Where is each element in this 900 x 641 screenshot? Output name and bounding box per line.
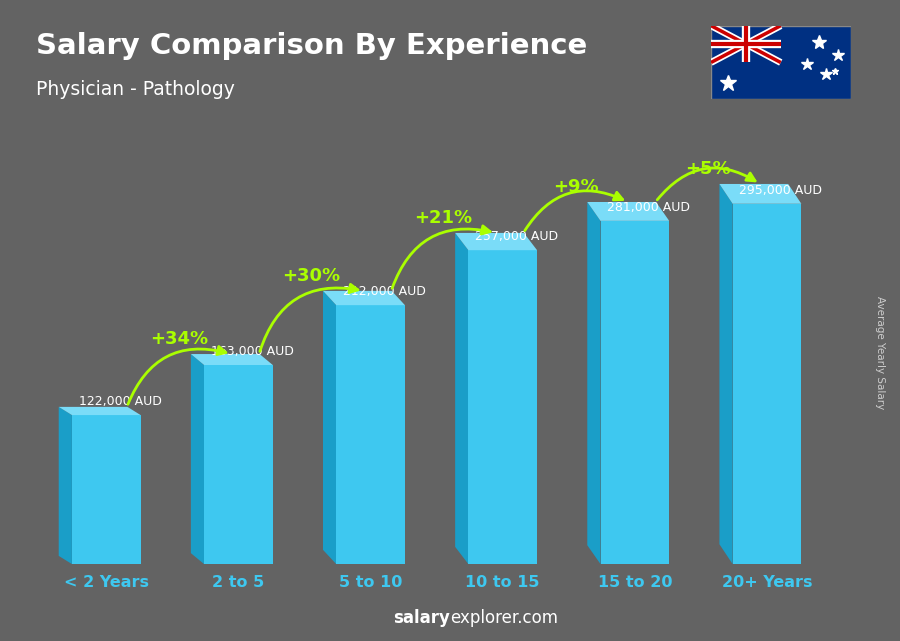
Bar	[733, 204, 801, 564]
Text: +5%: +5%	[685, 160, 731, 178]
Text: salary: salary	[393, 609, 450, 627]
Bar	[337, 305, 405, 564]
Text: +34%: +34%	[150, 330, 208, 348]
Polygon shape	[455, 233, 468, 564]
Polygon shape	[191, 354, 204, 564]
Polygon shape	[719, 184, 801, 204]
Text: 281,000 AUD: 281,000 AUD	[608, 201, 690, 214]
Polygon shape	[58, 407, 72, 564]
Text: Average Yearly Salary: Average Yearly Salary	[875, 296, 886, 409]
Polygon shape	[58, 407, 140, 415]
Text: +9%: +9%	[553, 178, 599, 196]
Polygon shape	[588, 202, 670, 221]
Polygon shape	[323, 291, 337, 564]
Text: 122,000 AUD: 122,000 AUD	[78, 395, 161, 408]
Text: +21%: +21%	[415, 209, 473, 227]
Text: 257,000 AUD: 257,000 AUD	[475, 230, 558, 244]
Text: 212,000 AUD: 212,000 AUD	[343, 285, 426, 298]
Polygon shape	[323, 291, 405, 305]
Polygon shape	[588, 202, 600, 564]
Polygon shape	[455, 233, 537, 250]
Text: Physician - Pathology: Physician - Pathology	[36, 80, 235, 99]
Bar	[72, 415, 140, 564]
Bar	[468, 250, 537, 564]
Text: 163,000 AUD: 163,000 AUD	[211, 345, 293, 358]
Polygon shape	[191, 354, 273, 365]
Text: Salary Comparison By Experience: Salary Comparison By Experience	[36, 32, 587, 60]
Bar	[204, 365, 273, 564]
Bar	[600, 221, 670, 564]
Polygon shape	[719, 184, 733, 564]
Text: 295,000 AUD: 295,000 AUD	[739, 184, 823, 197]
Text: +30%: +30%	[283, 267, 340, 285]
Text: explorer.com: explorer.com	[450, 609, 558, 627]
